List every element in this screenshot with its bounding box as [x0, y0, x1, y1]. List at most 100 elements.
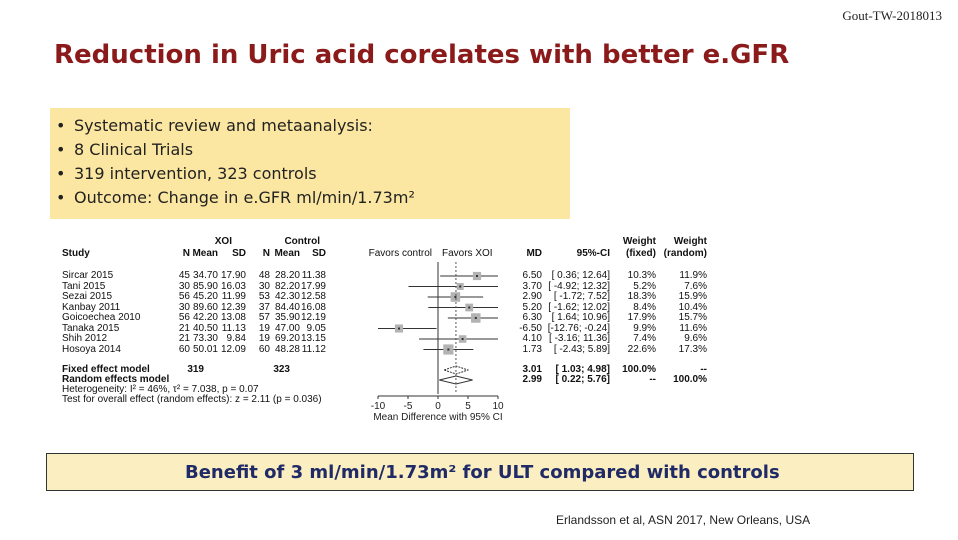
study-n1: 21: [178, 333, 190, 344]
study-n2: 60: [258, 343, 270, 355]
study-name: Sircar 2015: [62, 270, 114, 281]
header-favors-control: Favors control: [368, 248, 432, 259]
study-n1: 56: [178, 291, 190, 302]
bullet-dot: •: [56, 164, 66, 183]
bullet-dot: •: [56, 140, 66, 159]
study-mean2: 42.30: [274, 291, 300, 302]
study-mean2: 84.40: [274, 301, 300, 313]
callout-text: Benefit of 3 ml/min/1.73m² for ULT compa…: [185, 462, 780, 483]
study-n2: 30: [258, 280, 270, 292]
study-n1: 45: [178, 270, 190, 281]
study-point: [468, 306, 471, 309]
study-md: 6.50: [522, 270, 542, 281]
study-mean1: 73.30: [192, 333, 218, 344]
study-n1: 56: [178, 312, 190, 323]
study-ci: [ -4.92; 12.32]: [548, 280, 610, 292]
study-name: Kanbay 2011: [62, 301, 121, 313]
study-n1: 30: [178, 301, 190, 313]
study-sd1: 12.39: [220, 301, 246, 313]
bullet-dot: •: [56, 188, 66, 207]
header-weight-random-sub: (random): [663, 248, 707, 259]
study-point: [447, 348, 450, 351]
random-md: 2.99: [522, 374, 542, 385]
bullet-item: • 8 Clinical Trials: [50, 138, 570, 162]
study-sd1: 11.99: [221, 291, 246, 302]
study-weight-random: 15.9%: [678, 291, 707, 302]
study-sd1: 9.84: [226, 333, 246, 344]
header-mean2: Mean: [274, 248, 300, 259]
study-weight-fixed: 22.6%: [627, 343, 656, 355]
study-mean1: 50.01: [192, 343, 218, 355]
heterogeneity-note: Heterogeneity: I² = 46%, τ² = 7.038, p =…: [62, 384, 259, 395]
bullet-text: Systematic review and metaanalysis:: [74, 116, 373, 135]
bullet-item: • 319 intervention, 323 controls: [50, 162, 570, 186]
fixed-label: Fixed effect model: [62, 364, 150, 375]
study-weight-fixed: 9.9%: [633, 322, 656, 334]
study-mean2: 28.20: [274, 270, 300, 281]
study-sd1: 13.08: [220, 312, 246, 323]
fixed-effect-diamond: [442, 365, 470, 375]
study-weight-fixed: 7.4%: [633, 333, 656, 344]
study-ci: [ -2.43; 5.89]: [553, 343, 610, 355]
study-mean2: 47.00: [274, 322, 300, 334]
study-n2: 37: [258, 301, 270, 313]
study-mean2: 35.90: [274, 312, 300, 323]
study-md: 1.73: [522, 343, 542, 355]
study-n2: 19: [258, 333, 270, 344]
fixed-n1: 319: [187, 364, 204, 375]
study-weight-fixed: 8.4%: [633, 301, 656, 313]
study-name: Hosoya 2014: [62, 343, 121, 355]
study-point: [461, 338, 464, 340]
study-mean2: 69.20: [274, 333, 300, 344]
study-sd2: 17.99: [300, 280, 326, 292]
bullet-text: 319 intervention, 323 controls: [74, 164, 317, 183]
study-weight-random: 11.9%: [679, 270, 707, 281]
slide-title: Reduction in Uric acid corelates with be…: [54, 40, 790, 70]
study-point: [454, 296, 457, 298]
study-weight-fixed: 18.3%: [627, 291, 656, 302]
study-name: Tanaka 2015: [62, 322, 120, 334]
study-name: Shih 2012: [62, 333, 108, 344]
study-point: [459, 285, 462, 288]
study-mean1: 34.70: [192, 270, 218, 281]
citation: Erlandsson et al, ASN 2017, New Orleans,…: [556, 513, 811, 527]
random-ci: [ 0.22; 5.76]: [555, 374, 610, 385]
study-n2: 48: [258, 270, 270, 281]
study-weight-fixed: 5.2%: [633, 280, 656, 292]
study-mean1: 42.20: [192, 312, 218, 323]
random-effects-diamond: [439, 375, 473, 385]
study-md: -6.50: [519, 322, 542, 334]
study-sd2: 11.38: [301, 270, 326, 281]
study-md: 6.30: [522, 312, 542, 323]
study-mean1: 40.50: [192, 322, 218, 334]
study-ci: [ 1.64; 10.96]: [551, 312, 610, 323]
study-mean2: 48.28: [274, 343, 300, 355]
study-sd1: 17.90: [220, 270, 246, 281]
bullet-text: Outcome: Change in e.GFR ml/min/1.73m²: [74, 188, 415, 207]
study-ci: [ -1.62; 12.02]: [548, 301, 610, 313]
study-mean1: 85.90: [192, 280, 218, 292]
header-control: Control: [284, 236, 320, 247]
study-weight-random: 15.7%: [678, 312, 707, 323]
study-weight-random: 17.3%: [678, 343, 707, 355]
header-weight-random: Weight: [673, 236, 707, 247]
study-n1: 30: [178, 280, 190, 292]
fixed-n2: 323: [273, 364, 290, 375]
header-weight-fixed: Weight: [622, 236, 656, 247]
study-n1: 21: [178, 322, 190, 334]
study-weight-random: 10.4%: [678, 301, 707, 313]
x-axis-tick-label: 10: [492, 401, 504, 412]
random-weight-fixed: --: [649, 374, 656, 385]
study-mean1: 89.60: [192, 301, 218, 313]
fixed-md: 3.01: [522, 364, 542, 375]
study-n2: 19: [258, 322, 270, 334]
study-weight-random: 7.6%: [684, 280, 707, 292]
header-mean1: Mean: [192, 248, 218, 259]
x-axis-tick-label: -10: [371, 401, 386, 412]
header-md: MD: [526, 248, 542, 259]
bullet-dot: •: [56, 116, 66, 135]
x-axis-tick-label: -5: [404, 401, 413, 412]
random-label: Random effects model: [62, 374, 170, 385]
overall-test-note: Test for overall effect (random effects)…: [62, 394, 322, 405]
